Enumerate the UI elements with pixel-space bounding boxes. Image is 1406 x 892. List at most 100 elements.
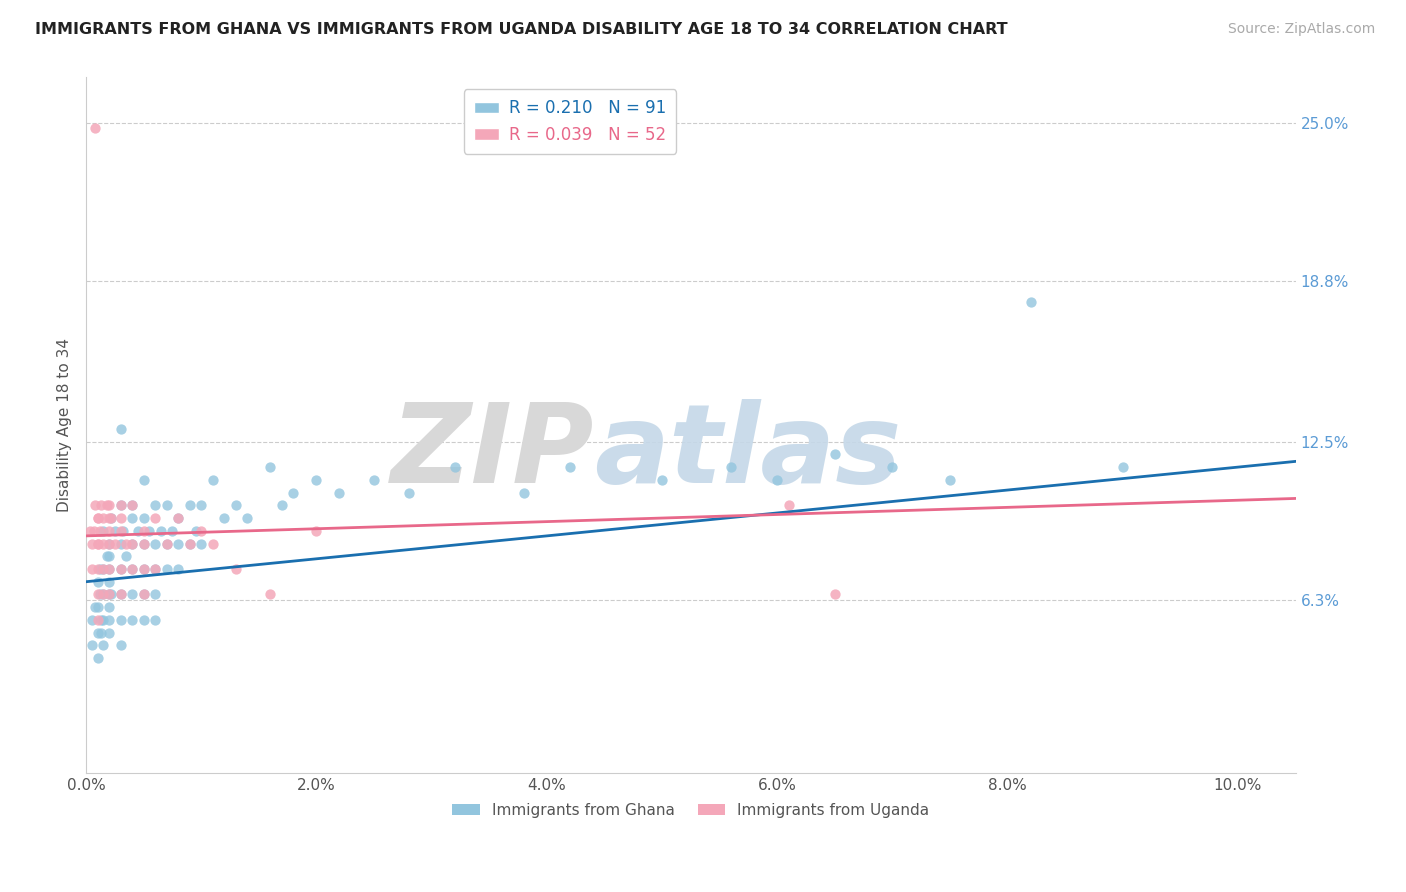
Point — [259, 460, 281, 475]
Point — [93, 511, 115, 525]
Point — [1112, 460, 1135, 475]
Point — [110, 587, 132, 601]
Point — [143, 536, 166, 550]
Point — [121, 536, 143, 550]
Point — [179, 536, 201, 550]
Point — [93, 524, 115, 538]
Point — [179, 536, 201, 550]
Point — [156, 562, 179, 576]
Point — [98, 574, 121, 589]
Text: ZIP: ZIP — [391, 400, 595, 507]
Point — [86, 562, 108, 576]
Legend: Immigrants from Ghana, Immigrants from Uganda: Immigrants from Ghana, Immigrants from U… — [446, 797, 935, 824]
Point — [149, 524, 172, 538]
Point — [201, 536, 224, 550]
Point — [270, 498, 292, 512]
Point — [90, 613, 112, 627]
Point — [98, 600, 121, 615]
Point — [89, 524, 111, 538]
Point — [98, 511, 121, 525]
Point — [121, 536, 143, 550]
Point — [110, 562, 132, 576]
Point — [110, 639, 132, 653]
Y-axis label: Disability Age 18 to 34: Disability Age 18 to 34 — [58, 338, 72, 512]
Point — [305, 473, 328, 487]
Point — [86, 587, 108, 601]
Point — [93, 562, 115, 576]
Point — [259, 587, 281, 601]
Point — [190, 498, 212, 512]
Point — [90, 625, 112, 640]
Point — [132, 473, 155, 487]
Text: IMMIGRANTS FROM GHANA VS IMMIGRANTS FROM UGANDA DISABILITY AGE 18 TO 34 CORRELAT: IMMIGRANTS FROM GHANA VS IMMIGRANTS FROM… — [35, 22, 1008, 37]
Point — [110, 587, 132, 601]
Point — [104, 536, 127, 550]
Point — [98, 625, 121, 640]
Point — [84, 498, 107, 512]
Point — [93, 587, 115, 601]
Point — [1019, 294, 1042, 309]
Point — [143, 562, 166, 576]
Point — [121, 562, 143, 576]
Point — [110, 511, 132, 525]
Point — [110, 536, 132, 550]
Point — [98, 536, 121, 550]
Point — [184, 524, 207, 538]
Point — [93, 562, 115, 576]
Point — [162, 524, 184, 538]
Point — [443, 460, 465, 475]
Point — [111, 524, 134, 538]
Point — [167, 536, 190, 550]
Point — [132, 511, 155, 525]
Point — [143, 587, 166, 601]
Point — [121, 613, 143, 627]
Point — [86, 511, 108, 525]
Point — [225, 562, 247, 576]
Point — [84, 121, 107, 136]
Point — [225, 498, 247, 512]
Point — [98, 498, 121, 512]
Point — [143, 498, 166, 512]
Point — [93, 613, 115, 627]
Point — [236, 511, 259, 525]
Point — [110, 613, 132, 627]
Point — [84, 600, 107, 615]
Point — [824, 447, 846, 461]
Point — [179, 498, 201, 512]
Point — [115, 549, 138, 564]
Point — [98, 524, 121, 538]
Point — [132, 562, 155, 576]
Point — [305, 524, 328, 538]
Point — [167, 562, 190, 576]
Point — [110, 422, 132, 436]
Point — [98, 562, 121, 576]
Point — [328, 485, 350, 500]
Point — [132, 587, 155, 601]
Point — [882, 460, 904, 475]
Point — [86, 613, 108, 627]
Point — [79, 524, 101, 538]
Point — [363, 473, 385, 487]
Point — [93, 536, 115, 550]
Point — [86, 536, 108, 550]
Point — [110, 562, 132, 576]
Point — [143, 613, 166, 627]
Point — [190, 524, 212, 538]
Point — [90, 498, 112, 512]
Point — [96, 498, 118, 512]
Point — [127, 524, 149, 538]
Point — [121, 498, 143, 512]
Point — [110, 524, 132, 538]
Point — [98, 562, 121, 576]
Point — [132, 536, 155, 550]
Point — [98, 587, 121, 601]
Point — [96, 549, 118, 564]
Point — [214, 511, 236, 525]
Point — [121, 587, 143, 601]
Point — [115, 536, 138, 550]
Point — [80, 613, 103, 627]
Point — [167, 511, 190, 525]
Point — [143, 562, 166, 576]
Point — [93, 587, 115, 601]
Point — [104, 524, 127, 538]
